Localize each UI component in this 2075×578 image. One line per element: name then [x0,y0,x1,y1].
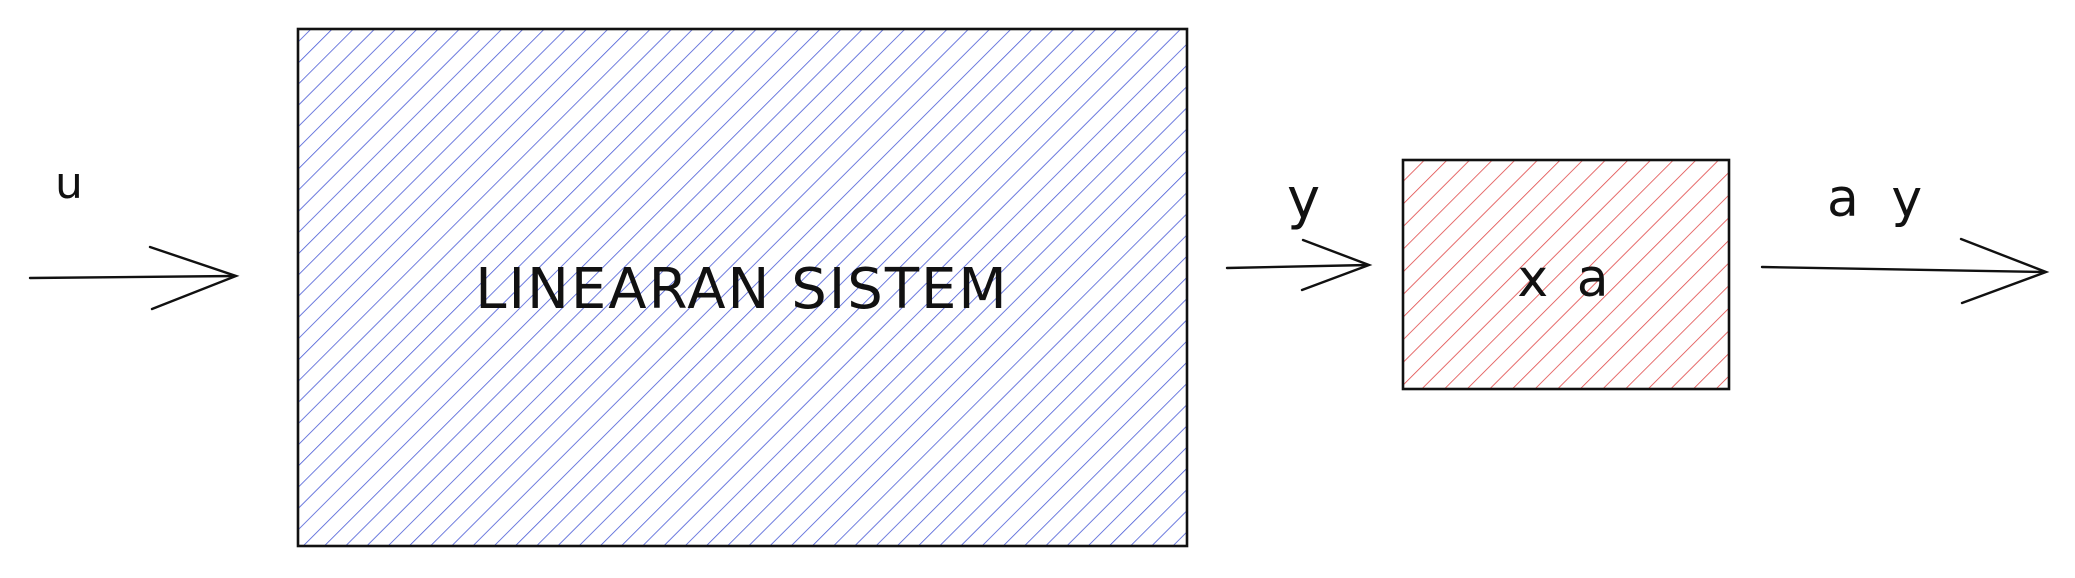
linear-system-block: LINEARAN SISTEM [296,27,1189,548]
gain-block-border [1401,158,1731,391]
output-arrow [1760,237,2050,305]
linear-system-hatch [298,29,1187,546]
intermediate-arrow [1225,238,1373,292]
output-signal-label: a y [1827,169,1930,229]
linear-system-border [296,27,1189,548]
intermediate-signal-label: y [1287,167,1320,232]
input-signal-label: u [55,158,83,209]
gain-block: x a [1401,158,1731,391]
linear-system-label: LINEARAN SISTEM [475,257,1008,322]
input-arrow [28,245,240,311]
gain-block-hatch [1403,160,1729,389]
gain-block-label: x a [1517,249,1614,309]
